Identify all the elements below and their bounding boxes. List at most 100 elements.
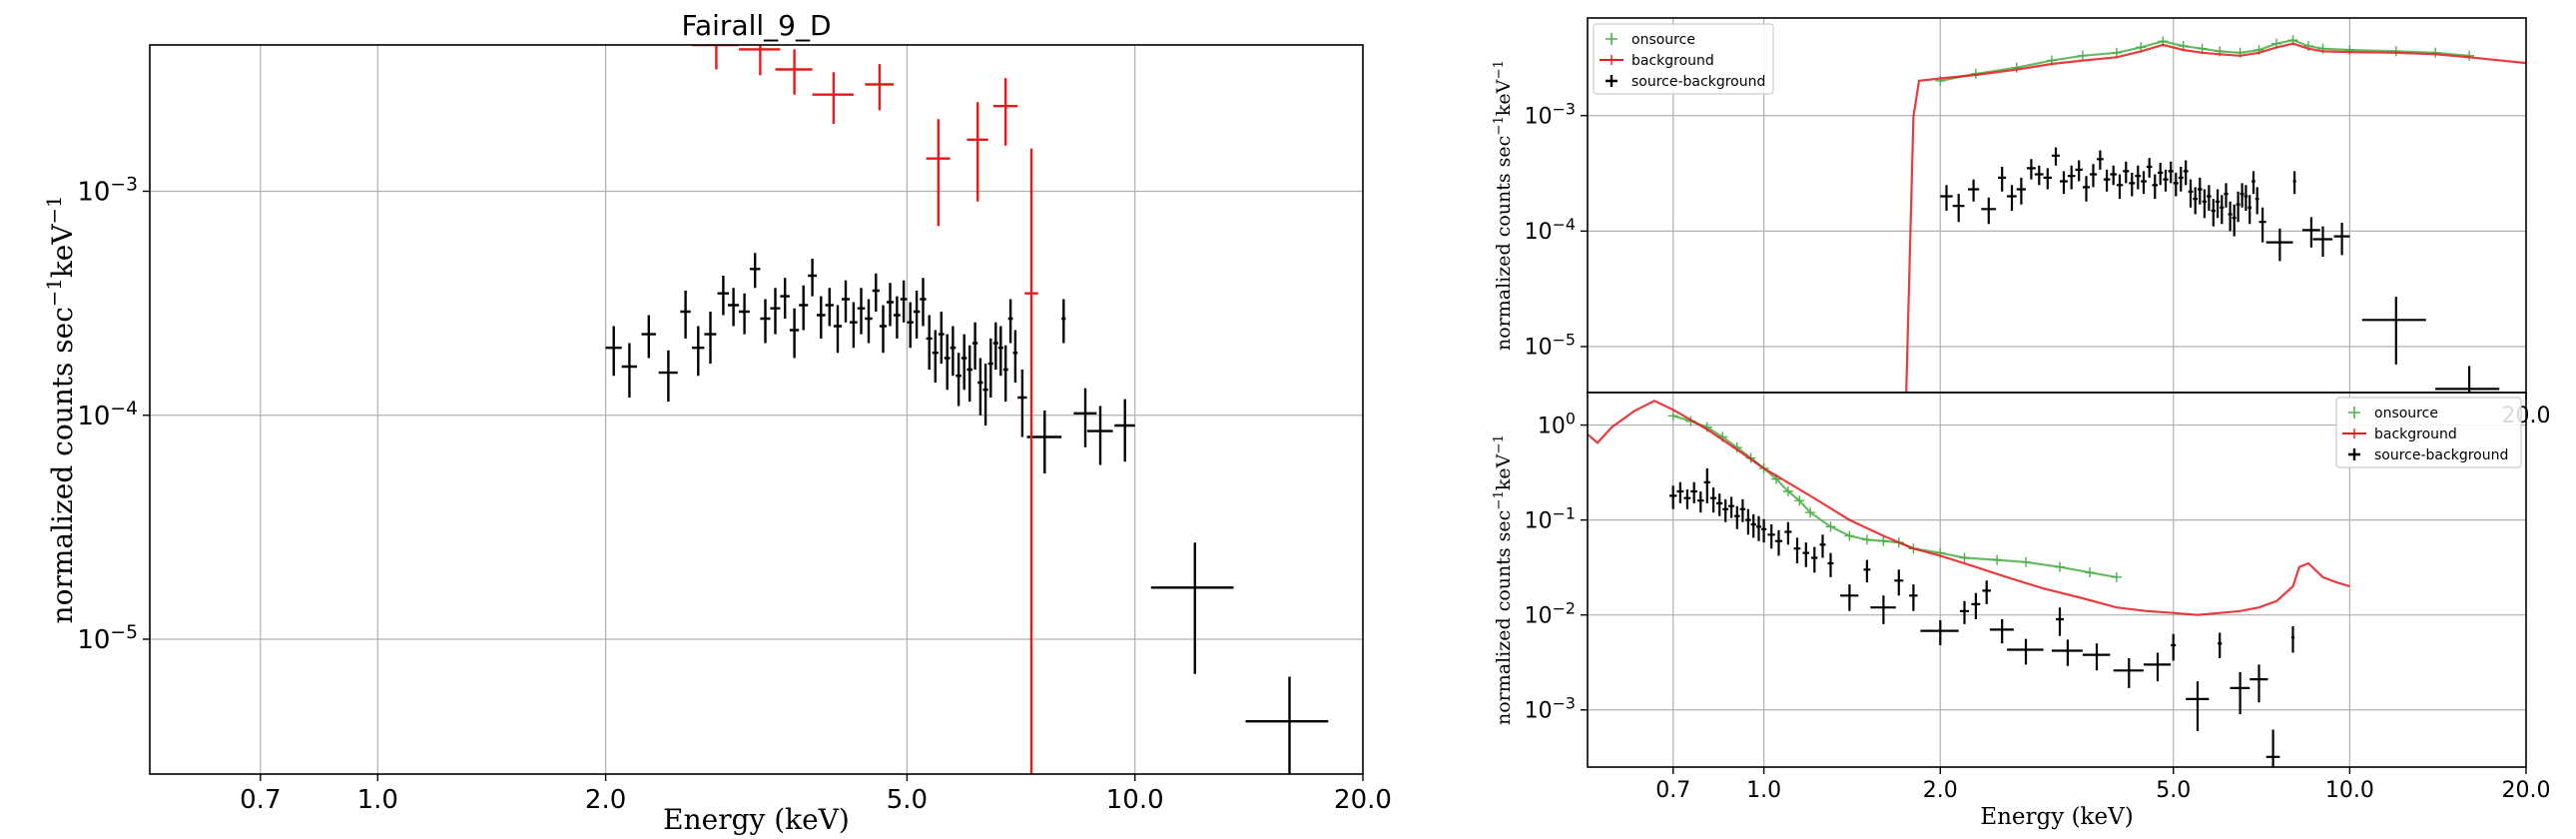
series-background	[1905, 42, 2526, 393]
y-tick-base: 10	[1525, 698, 1553, 723]
data-point	[1894, 569, 1904, 596]
data-point	[1245, 676, 1329, 774]
data-point	[770, 288, 781, 335]
ticks: 20.010−510−410−3	[1525, 99, 2551, 428]
data-point	[2258, 207, 2266, 243]
plot-frame	[149, 44, 1364, 775]
data-point	[2141, 171, 2147, 195]
x-tick-label: 5.0	[2156, 778, 2191, 803]
data-point	[1805, 507, 1816, 518]
data-point	[1061, 299, 1066, 344]
data-point	[2060, 171, 2068, 195]
data-point	[833, 305, 842, 354]
data-point	[1870, 595, 1896, 624]
legend-label: source-background	[1631, 74, 1765, 90]
data-point	[692, 326, 705, 377]
data-point	[2188, 179, 2194, 208]
data-point	[2211, 199, 2216, 227]
series-onsource	[1935, 35, 2475, 86]
data-point	[1667, 411, 1678, 421]
right-bottom-chart-panel: 0.7 1.0 2.0 5.0 10.0 20.010−310−210−1100Energ…	[1492, 392, 2550, 830]
x-tick-label: 10.0	[2325, 778, 2374, 803]
data-point	[2292, 171, 2296, 195]
series-onsource	[1667, 411, 2122, 582]
data-point	[780, 278, 790, 319]
data-point	[2333, 223, 2350, 256]
data-point	[1750, 513, 1756, 538]
data-point	[1989, 619, 2014, 644]
data-point	[1863, 559, 1871, 583]
data-point	[1703, 467, 1710, 503]
legend-box	[1593, 23, 1774, 95]
data-point	[799, 285, 809, 331]
data-point	[1982, 580, 1991, 604]
y-tick-base: 10	[1525, 336, 1553, 361]
y-axis-label: normalized counts sec−1keV−1	[1492, 434, 1516, 725]
data-point	[850, 302, 858, 349]
x-tick-label: 0.7	[240, 785, 281, 815]
data-point	[865, 299, 873, 344]
data-point	[2178, 167, 2184, 192]
data-point	[1024, 148, 1038, 774]
data-point	[913, 291, 921, 339]
data-point	[1998, 167, 2007, 192]
y-tick-exponent: −3	[1553, 693, 1576, 712]
data-point	[857, 288, 866, 335]
data-point	[961, 334, 967, 391]
x-tick-label: 10.0	[1106, 785, 1164, 815]
data-point	[1802, 542, 1809, 567]
data-point	[1697, 491, 1704, 513]
y-tick-label: 10−3	[1525, 693, 1576, 724]
legend-label: background	[2374, 426, 2457, 442]
data-point	[992, 322, 998, 370]
data-point	[739, 293, 750, 335]
data-point	[2144, 652, 2172, 682]
ticks: 0.7 1.0 2.0 5.0 10.0 20.010−510−410−3	[77, 174, 1392, 815]
data-point	[2075, 160, 2083, 182]
data-point	[1819, 534, 1826, 558]
data-point	[825, 288, 834, 327]
data-point	[2224, 183, 2229, 208]
data-point	[739, 45, 781, 76]
x-tick-label: 5.0	[887, 785, 928, 815]
series-line	[1588, 400, 2350, 616]
data-point	[1017, 370, 1027, 437]
data-point	[900, 280, 908, 323]
legend: onsource background source-background	[1593, 23, 1774, 95]
data-point	[692, 45, 740, 70]
data-point	[977, 358, 983, 416]
data-point	[1861, 534, 1872, 545]
data-point	[2116, 174, 2124, 200]
data-point	[2430, 47, 2441, 58]
data-point	[887, 283, 894, 327]
data-point	[1722, 498, 1729, 522]
data-point	[1733, 505, 1740, 529]
x-tick-label: 20.0	[1334, 785, 1392, 815]
data-point	[2055, 561, 2066, 572]
data-point	[2051, 147, 2060, 166]
data-point	[2290, 626, 2295, 653]
data-point	[1012, 330, 1018, 383]
y-tick-exponent: −3	[110, 174, 138, 195]
data-point	[2344, 45, 2355, 56]
data-point	[808, 259, 817, 297]
series-series-0	[605, 253, 1329, 774]
data-point	[2202, 189, 2208, 219]
data-point	[938, 312, 945, 365]
y-tick-label: 10−5	[77, 622, 138, 656]
legend-box	[2335, 397, 2522, 468]
legend-item: onsource	[1606, 32, 1695, 48]
y-tick-exponent: −5	[110, 622, 138, 643]
y-tick-base: 10	[77, 625, 110, 655]
y-tick-exponent: 0	[1566, 409, 1576, 427]
x-tick-label: 1.0	[357, 785, 398, 815]
data-point	[2254, 187, 2259, 215]
data-point	[1745, 508, 1751, 535]
data-point	[2082, 176, 2090, 202]
data-point	[1827, 552, 1834, 577]
data-point	[605, 326, 622, 377]
data-point	[987, 338, 993, 398]
plot-area	[605, 45, 1329, 774]
legend-label: source-background	[2374, 447, 2508, 463]
data-point	[2236, 191, 2241, 223]
